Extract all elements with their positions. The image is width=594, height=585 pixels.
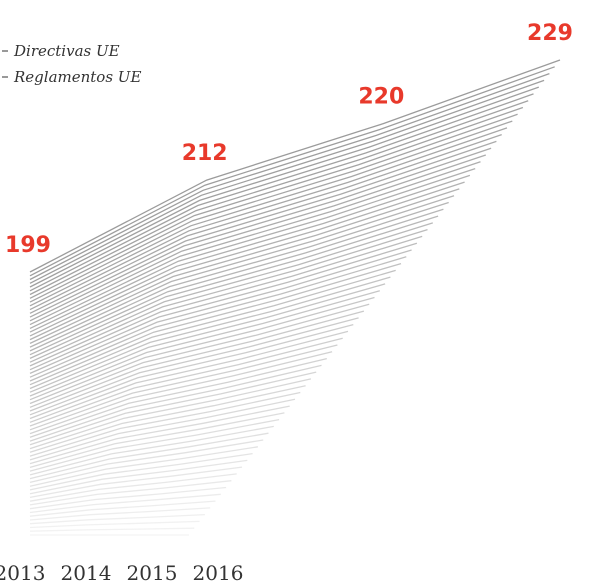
fade-line <box>29 106 524 299</box>
fade-line <box>29 446 258 487</box>
fade-line <box>29 79 545 284</box>
fade-line <box>29 154 487 326</box>
fade-line <box>29 330 349 423</box>
fade-line <box>29 378 312 450</box>
fade-line <box>29 310 365 412</box>
fade-line <box>29 242 418 374</box>
fade-line <box>29 527 195 532</box>
fade-line <box>29 317 359 416</box>
fade-line <box>29 371 317 446</box>
fade-line <box>29 486 227 510</box>
fade-line <box>29 283 386 397</box>
fade-line <box>29 473 237 502</box>
fade-line <box>29 133 502 314</box>
fade-line <box>29 418 280 472</box>
fade-line <box>29 344 338 431</box>
fade-line <box>29 439 264 484</box>
fade-line <box>29 66 555 277</box>
x-tick-label: 2016 <box>193 561 244 585</box>
fade-line <box>29 452 253 491</box>
fade-line <box>29 72 550 281</box>
data-line <box>29 59 561 273</box>
fade-line <box>29 466 243 499</box>
x-tick-label: 2015 <box>127 561 178 585</box>
fade-line <box>29 385 306 453</box>
fade-line <box>29 303 370 408</box>
fade-line <box>29 222 433 363</box>
fade-line <box>29 276 391 393</box>
fade-line <box>29 262 402 386</box>
fade-line <box>29 195 455 348</box>
fade-line <box>29 357 327 438</box>
fade-line <box>29 459 248 495</box>
value-label: 220 <box>358 85 404 110</box>
fade-line <box>29 147 492 322</box>
fade-line <box>29 290 380 401</box>
fade-line <box>29 364 322 442</box>
fade-line <box>29 201 449 352</box>
fade-line <box>29 120 513 307</box>
fade-line <box>29 432 269 480</box>
fade-line <box>29 167 476 333</box>
value-label: 199 <box>5 233 51 258</box>
legend-label: Reglamentos UE <box>13 68 141 86</box>
fade-line <box>29 215 439 359</box>
fade-line <box>29 513 205 525</box>
x-tick-label: 2013 <box>0 561 45 585</box>
fade-line <box>29 323 354 420</box>
fade-line <box>29 249 412 378</box>
value-label: 212 <box>182 141 228 166</box>
fade-line <box>29 480 232 506</box>
fade-line <box>29 269 396 390</box>
fade-line <box>29 398 296 461</box>
fade-line <box>29 208 444 356</box>
fade-line <box>29 181 465 341</box>
fade-line <box>29 93 534 292</box>
fade-line <box>29 161 481 329</box>
fade-line <box>29 405 290 465</box>
fade-line <box>29 228 428 367</box>
fade-line <box>29 188 460 344</box>
legend-label: Directivas UE <box>13 42 120 60</box>
fade-line <box>29 256 407 382</box>
fade-line <box>29 100 529 296</box>
fade-line <box>29 500 216 517</box>
fade-line <box>29 493 221 514</box>
fade-line <box>29 520 200 529</box>
fade-line <box>29 412 285 469</box>
value-label: 229 <box>527 21 573 46</box>
fade-line <box>29 113 518 303</box>
fade-line <box>29 425 274 476</box>
fade-line <box>29 507 211 521</box>
fade-line <box>29 235 423 371</box>
fade-line <box>29 127 508 311</box>
x-tick-label: 2014 <box>61 561 112 585</box>
fade-line <box>29 337 343 427</box>
fade-line <box>29 351 333 435</box>
fade-line <box>29 174 471 337</box>
fade-line <box>29 296 375 405</box>
fade-line <box>29 391 301 457</box>
fade-line <box>29 140 497 318</box>
fade-line <box>29 86 540 288</box>
